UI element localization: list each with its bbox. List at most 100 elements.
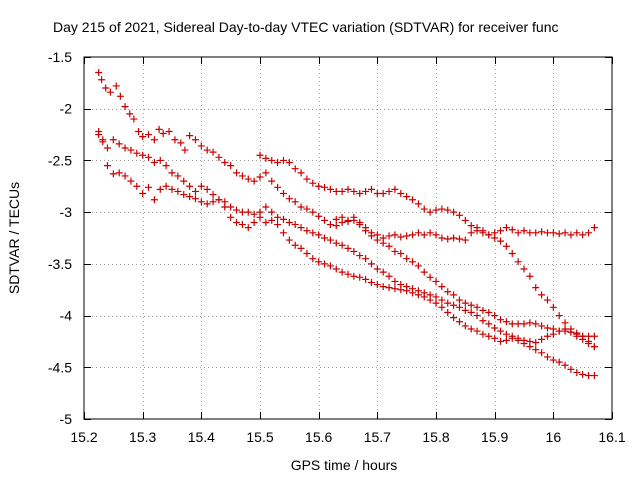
y-tick-labels: -5 -4.5 -4 -3.5 -3 -2.5 -2 -1.5 <box>48 49 72 427</box>
data-point <box>455 211 463 219</box>
data-point <box>526 229 534 237</box>
data-point <box>403 283 411 291</box>
data-point <box>391 247 399 255</box>
data-point <box>585 372 593 380</box>
data-point <box>543 324 551 332</box>
data-point <box>455 235 463 243</box>
data-point <box>279 156 287 164</box>
data-point <box>315 182 323 190</box>
data-point <box>497 237 505 245</box>
data-point <box>356 190 364 198</box>
data-point <box>526 272 534 280</box>
data-point <box>420 268 428 276</box>
data-point <box>543 229 551 237</box>
data-point <box>177 139 185 147</box>
data-point <box>165 127 173 135</box>
data-point <box>109 136 117 144</box>
data-point <box>186 193 194 201</box>
data-point <box>356 218 364 226</box>
data-point <box>367 229 375 237</box>
x-tick-label: 15.5 <box>246 429 273 445</box>
data-point <box>532 338 540 346</box>
data-point <box>526 337 534 345</box>
data-point <box>420 231 428 239</box>
data-point <box>461 322 469 330</box>
data-point <box>215 196 223 204</box>
data-point <box>479 306 487 314</box>
data-point <box>397 190 405 198</box>
data-point <box>130 115 138 123</box>
data-point <box>191 195 199 203</box>
data-point <box>391 231 399 239</box>
y-tick-label: -5 <box>60 411 73 427</box>
data-point <box>467 325 475 333</box>
data-point <box>555 230 563 238</box>
data-point <box>262 218 270 226</box>
data-point <box>455 303 463 311</box>
y-axis-label: SDTVAR / TECUs <box>6 182 22 294</box>
data-point <box>291 241 299 249</box>
data-point <box>549 356 557 364</box>
data-point <box>379 234 387 242</box>
data-point <box>391 185 399 193</box>
data-point <box>438 303 446 311</box>
y-tick-label: -1.5 <box>48 49 72 65</box>
data-point <box>262 154 270 162</box>
data-point <box>461 236 469 244</box>
data-point <box>350 272 358 280</box>
data-point <box>450 301 458 309</box>
data-point <box>420 289 428 297</box>
x-tick-labels: 15.2 15.3 15.4 15.5 15.6 15.7 15.8 15.9 16 16.1 <box>70 429 625 445</box>
data-point <box>150 196 158 204</box>
data-point <box>321 183 329 191</box>
data-point <box>250 210 258 218</box>
data-point <box>555 312 563 320</box>
data-point <box>467 301 475 309</box>
data-point <box>315 212 323 220</box>
data-point <box>268 216 276 224</box>
data-point <box>309 255 317 263</box>
data-point <box>391 277 399 285</box>
data-point <box>444 308 452 316</box>
data-point <box>297 203 305 211</box>
data-point <box>479 330 487 338</box>
data-point <box>115 169 123 177</box>
data-point <box>209 198 217 206</box>
x-tick-label: 15.9 <box>481 429 508 445</box>
data-point <box>303 205 311 213</box>
data-point <box>262 203 270 211</box>
data-point <box>403 193 411 201</box>
data-point <box>209 191 217 199</box>
data-point <box>520 320 528 328</box>
data-point <box>432 293 440 301</box>
data-point <box>244 224 252 232</box>
data-point <box>338 187 346 195</box>
data-point <box>221 203 229 211</box>
data-point <box>444 206 452 214</box>
data-point <box>549 229 557 237</box>
data-point <box>268 156 276 164</box>
x-tick-label: 15.6 <box>305 429 332 445</box>
data-point <box>168 169 176 177</box>
data-point <box>186 132 194 140</box>
data-point <box>344 185 352 193</box>
data-point <box>426 273 434 281</box>
data-point <box>291 221 299 229</box>
data-point <box>502 330 510 338</box>
data-point <box>279 215 287 223</box>
data-point <box>467 222 475 230</box>
data-point <box>508 250 516 258</box>
data-point <box>438 205 446 213</box>
data-point <box>432 277 440 285</box>
data-point <box>385 232 393 240</box>
data-point <box>203 185 211 193</box>
data-point <box>379 268 387 276</box>
data-point <box>579 371 587 379</box>
data-point <box>450 291 458 299</box>
data-point <box>197 198 205 206</box>
data-point <box>514 320 522 328</box>
data-point <box>174 172 182 180</box>
data-point <box>102 84 110 92</box>
data-point <box>502 318 510 326</box>
